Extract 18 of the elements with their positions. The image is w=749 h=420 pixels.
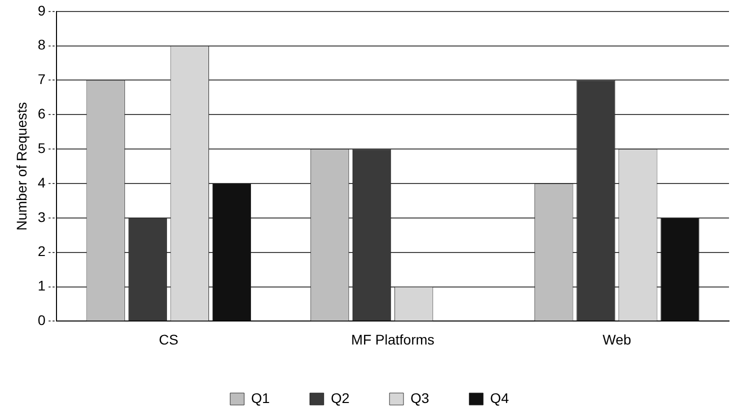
- y-tick-label: 5: [38, 140, 46, 156]
- x-tick-label: Web: [602, 331, 632, 348]
- y-tick-label: 6: [38, 106, 46, 122]
- legend-label: Q2: [330, 390, 350, 406]
- y-tick-label: 4: [38, 174, 46, 190]
- y-tick-label: 0: [38, 312, 46, 328]
- x-tick-label: CS: [158, 331, 178, 348]
- legend-label: Q4: [490, 390, 510, 406]
- y-tick-label: 8: [38, 36, 46, 53]
- y-axis-title: Number of Requests: [13, 102, 30, 231]
- legend-label: Q3: [410, 390, 430, 406]
- y-tick-label: 3: [38, 208, 46, 225]
- y-tick-label: 2: [38, 243, 46, 260]
- y-tick-label: 9: [38, 2, 46, 18]
- x-tick-label: MF Platforms: [351, 331, 434, 348]
- legend-label: Q1: [251, 390, 270, 406]
- y-tick-label: 7: [38, 71, 46, 88]
- y-tick-label: 1: [38, 278, 46, 294]
